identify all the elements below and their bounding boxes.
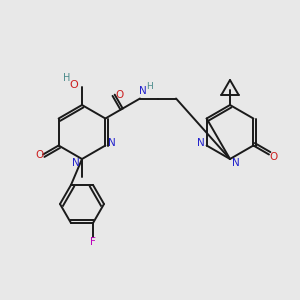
Text: N: N: [107, 137, 115, 148]
Text: N: N: [232, 158, 240, 168]
Text: O: O: [116, 90, 124, 100]
Text: N: N: [139, 86, 147, 97]
Text: N: N: [197, 139, 205, 148]
Text: F: F: [90, 237, 96, 247]
Text: O: O: [270, 152, 278, 161]
Text: O: O: [70, 80, 78, 90]
Text: H: H: [146, 82, 152, 91]
Text: O: O: [35, 149, 43, 160]
Text: H: H: [63, 73, 71, 83]
Text: N: N: [72, 158, 80, 168]
